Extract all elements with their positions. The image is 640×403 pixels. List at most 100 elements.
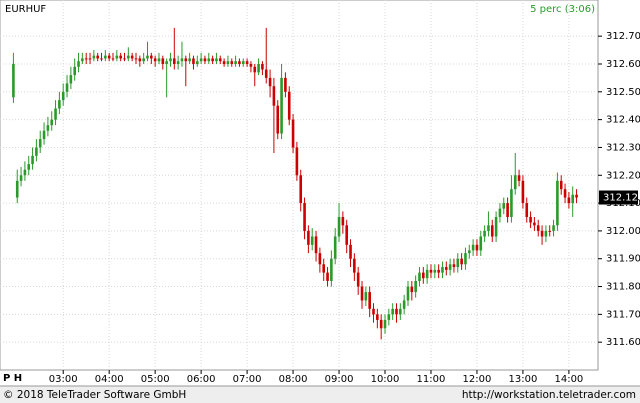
source-url: http://workstation.teletrader.com — [462, 389, 636, 401]
candle-body — [540, 230, 544, 237]
candle-body — [490, 225, 494, 237]
candle-body — [506, 203, 509, 217]
y-tick-label: 311.80 — [606, 282, 640, 293]
candle-body — [548, 230, 552, 232]
candle-body — [184, 58, 188, 62]
candle-body — [364, 292, 368, 301]
candle-body — [303, 203, 306, 231]
candle-body — [241, 61, 245, 64]
y-tick-label: 311.70 — [606, 309, 640, 320]
candle-body — [157, 58, 161, 62]
candle-body — [169, 58, 172, 62]
candle-body — [58, 100, 61, 109]
candle-body — [284, 77, 287, 92]
y-tick-label: 312.50 — [606, 87, 640, 98]
candle-body — [406, 286, 410, 301]
candle-body — [261, 63, 264, 70]
candle-body — [556, 180, 559, 226]
candle-body — [330, 258, 333, 281]
candle-body — [487, 225, 490, 231]
candle-body — [161, 58, 165, 64]
candle-body — [207, 58, 211, 62]
candle-body — [360, 286, 364, 301]
candle-body — [356, 272, 360, 287]
candle-body — [276, 105, 280, 134]
x-tick-label: 14:00 — [554, 374, 583, 385]
x-tick-label: 09:00 — [325, 374, 354, 385]
candle-body — [203, 58, 207, 62]
candle-body — [337, 216, 341, 237]
candle-body — [12, 63, 15, 98]
candle-body — [502, 203, 506, 209]
candle-body — [314, 236, 318, 254]
candle-body — [134, 58, 138, 60]
candle-body — [61, 91, 65, 101]
period-selector[interactable]: P H — [3, 373, 22, 384]
candle-body — [46, 125, 50, 131]
candle-body — [42, 130, 46, 140]
candle-body — [333, 236, 337, 259]
candle-body — [460, 258, 463, 265]
candle-body — [23, 169, 27, 176]
x-tick-label: 12:00 — [463, 374, 492, 385]
candle-body — [291, 119, 295, 148]
candle-body — [513, 175, 517, 190]
candle-body — [494, 216, 498, 237]
candle-body — [272, 86, 276, 106]
plot-area — [0, 0, 599, 371]
x-tick-label: 08:00 — [279, 374, 308, 385]
candle-body — [65, 83, 69, 92]
copyright: © 2018 TeleTrader Software GmbH — [3, 389, 186, 401]
candle-body — [525, 203, 529, 217]
candle-body — [544, 230, 548, 237]
x-tick-label: 11:00 — [417, 374, 446, 385]
candle-body — [533, 222, 536, 226]
footer-bar — [0, 386, 640, 403]
candle-body — [521, 180, 525, 204]
candle-body — [395, 308, 398, 315]
candle-body — [437, 269, 440, 273]
candle-body — [379, 319, 383, 329]
candle-body — [341, 216, 345, 226]
candle-body — [230, 61, 234, 64]
candle-body — [38, 139, 42, 148]
x-tick-label: 03:00 — [49, 374, 78, 385]
candle-body — [571, 194, 575, 204]
candle-body — [92, 55, 96, 59]
candle-body — [96, 55, 99, 59]
candle-body — [402, 300, 406, 309]
candle-body — [215, 58, 218, 62]
candle-body — [299, 175, 303, 204]
candle-body — [318, 253, 322, 265]
candle-body — [425, 269, 429, 279]
candle-body — [326, 272, 329, 281]
last-price-label: 312.12 — [603, 193, 638, 204]
candle-body — [467, 250, 471, 254]
y-tick-label: 312.00 — [606, 226, 640, 237]
candle-body — [575, 194, 578, 198]
y-tick-label: 312.30 — [606, 142, 640, 153]
candle-body — [50, 119, 54, 126]
candle-body — [422, 272, 425, 279]
candle-body — [130, 55, 134, 59]
candle-body — [498, 208, 502, 217]
instrument-label: EURHUF — [5, 4, 46, 15]
candle-body — [104, 55, 107, 59]
candle-body — [123, 58, 126, 60]
y-tick-label: 311.60 — [606, 337, 640, 348]
candle-body — [222, 61, 226, 64]
candle-body — [410, 286, 414, 293]
candle-body — [441, 267, 444, 273]
candle-body — [349, 244, 352, 259]
candle-body — [552, 225, 555, 231]
candle-body — [69, 75, 73, 84]
candle-body — [249, 63, 253, 67]
candle-body — [81, 58, 84, 62]
candle-body — [180, 58, 184, 62]
candle-body — [146, 55, 149, 59]
candle-body — [234, 61, 237, 64]
candle-body — [464, 253, 467, 265]
candle-body — [238, 61, 241, 64]
